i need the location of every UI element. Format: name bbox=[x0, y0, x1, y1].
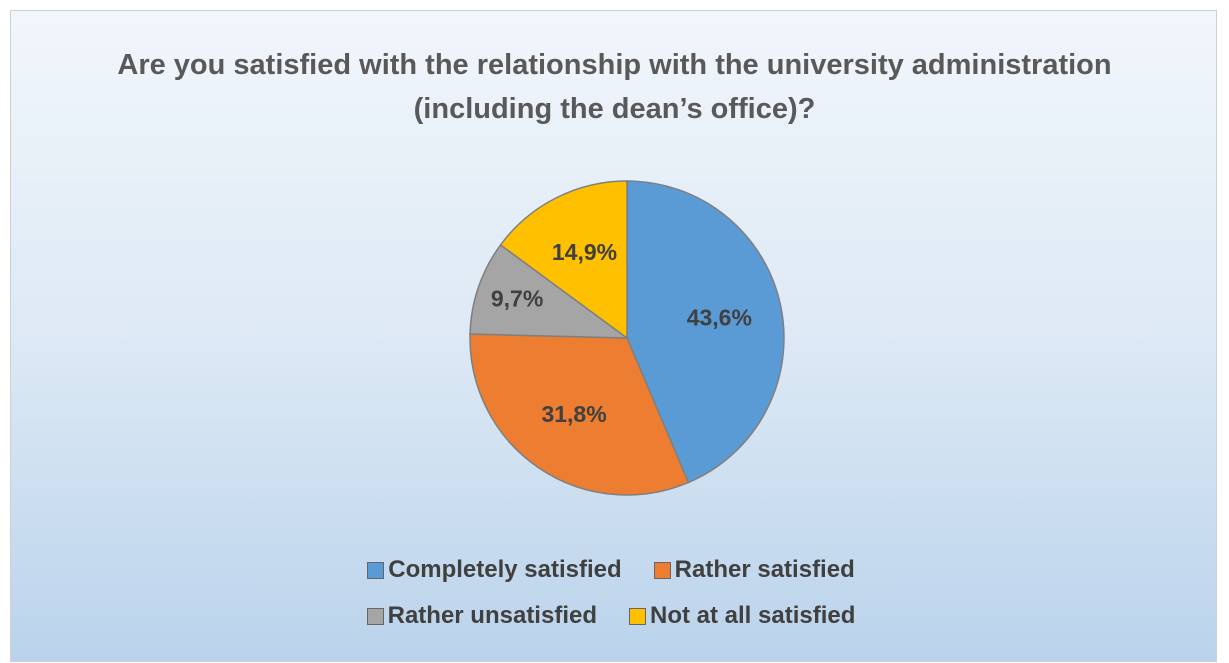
chart: Are you satisfied with the relationship … bbox=[10, 10, 1217, 662]
legend-item: Rather unsatisfied bbox=[366, 602, 597, 630]
legend-swatch bbox=[629, 607, 646, 625]
plot: 43,6% 31,8% 9,7% 14,9% bbox=[469, 180, 785, 496]
legend-label: Rather unsatisfied bbox=[387, 602, 597, 629]
legend-item: Completely satisfied bbox=[367, 556, 622, 584]
legend: Completely satisfied Rather satisfied Rath… bbox=[291, 556, 931, 630]
legend-item: Not at all satisfied bbox=[629, 602, 855, 630]
chart-title: Are you satisfied with the relationship … bbox=[117, 49, 1112, 125]
pie-slice bbox=[626, 180, 785, 484]
legend-label: Completely satisfied bbox=[388, 556, 622, 583]
data-label: 43,6% bbox=[687, 304, 752, 330]
legend-label: Rather satisfied bbox=[674, 556, 855, 583]
data-label: 14,9% bbox=[552, 239, 617, 265]
pie-slice bbox=[469, 333, 690, 496]
legend-swatch bbox=[653, 561, 671, 579]
legend-item: Rather satisfied bbox=[653, 556, 855, 584]
legend-label: Not at all satisfied bbox=[650, 602, 856, 629]
data-label: 9,7% bbox=[491, 285, 543, 311]
pie-slice bbox=[499, 180, 628, 340]
pie-slice bbox=[469, 243, 630, 339]
legend-swatch bbox=[367, 561, 385, 579]
data-label: 31,8% bbox=[541, 401, 606, 427]
legend-swatch bbox=[366, 607, 384, 625]
